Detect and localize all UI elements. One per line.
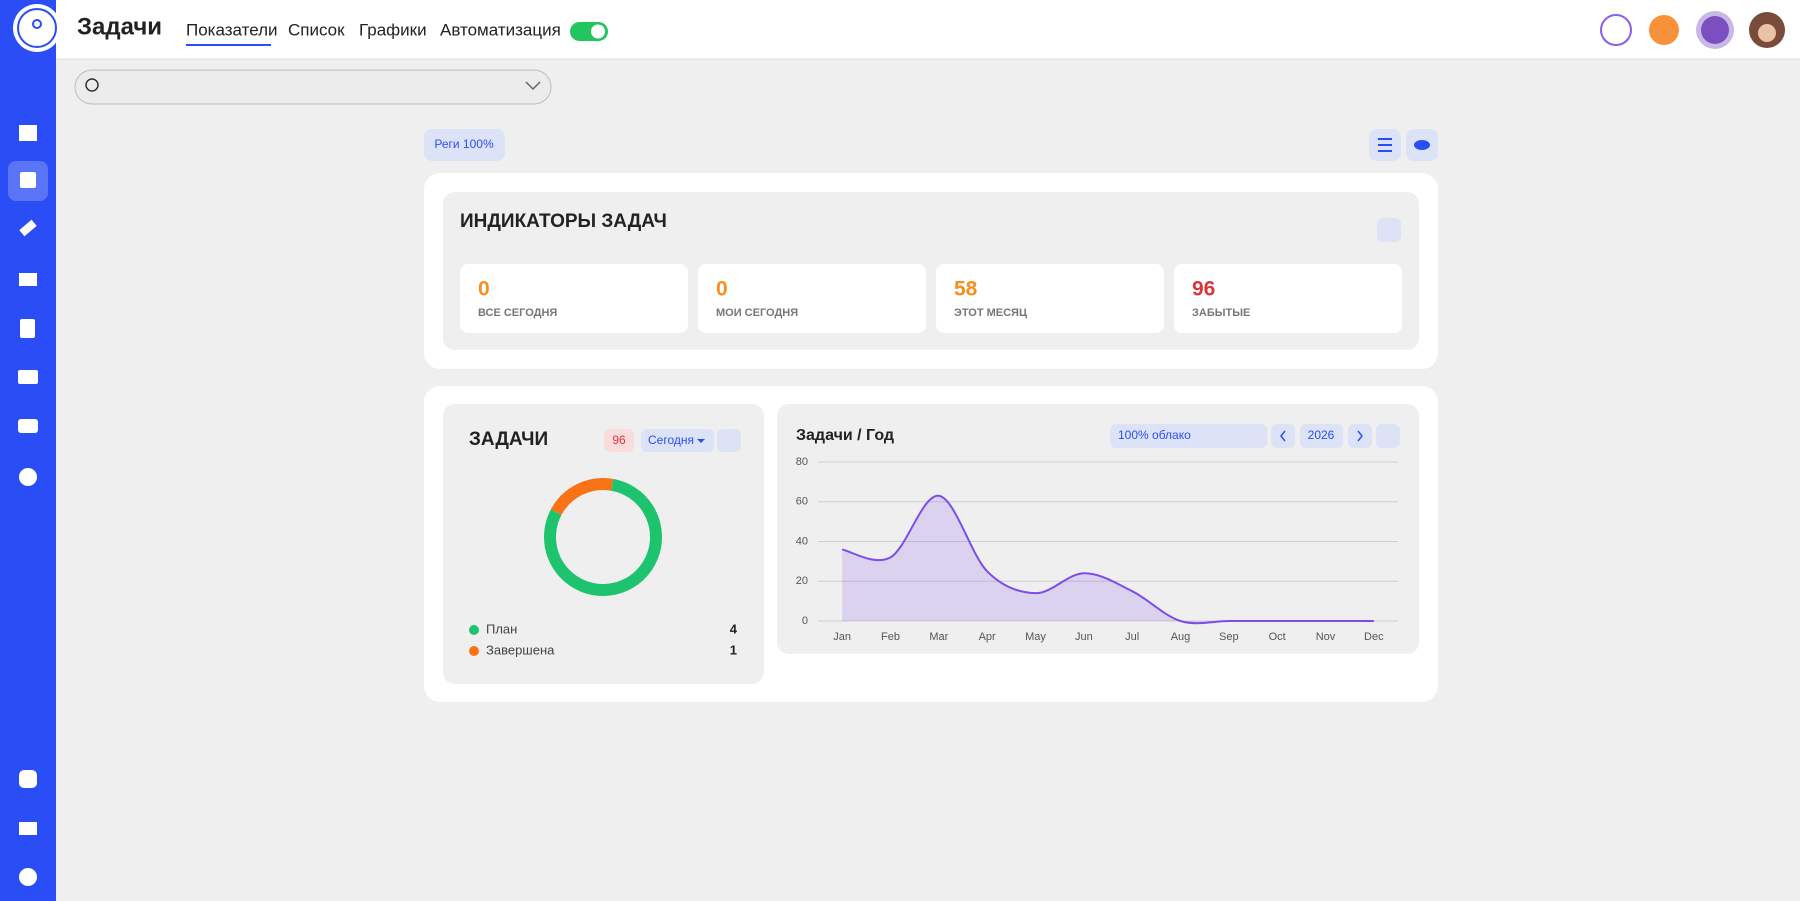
x-tick-label: Sep — [1219, 631, 1239, 643]
legend-dot — [469, 646, 479, 656]
icon-drop[interactable] — [19, 468, 37, 486]
x-tick-label: Jul — [1125, 631, 1139, 643]
badge[interactable] — [424, 129, 505, 161]
indicators-title: ИНДИКАТОРЫ ЗАДАЧ — [460, 211, 667, 232]
tasks-title: ЗАДАЧИ — [469, 429, 548, 450]
ai-button[interactable] — [1600, 14, 1632, 46]
year-chart-title: Задачи / Год — [796, 427, 894, 444]
indicator-card — [460, 264, 688, 333]
year-filter-text: 100% облако — [1118, 428, 1191, 442]
donut-slice — [544, 478, 662, 596]
indicator-value: 96 — [1192, 278, 1215, 301]
legend-label: План — [486, 621, 517, 636]
x-tick-label: Oct — [1269, 631, 1286, 643]
x-tick-label: Dec — [1364, 631, 1384, 643]
x-tick-label: Aug — [1171, 631, 1191, 643]
tasks-filter-caret — [697, 439, 705, 443]
tasks-count-badge — [604, 429, 634, 452]
logo-ring — [17, 8, 57, 48]
icon-mail2[interactable] — [19, 822, 37, 835]
tasks-filter[interactable] — [641, 429, 714, 452]
tab[interactable]: Список — [288, 20, 345, 39]
indicator-label: ВСЕ СЕГОДНЯ — [478, 307, 557, 319]
year-panel — [777, 404, 1419, 654]
y-tick-label: 60 — [796, 496, 808, 508]
x-tick-label: May — [1025, 631, 1046, 643]
icon-settings[interactable] — [19, 868, 37, 886]
year-refresh[interactable] — [1376, 424, 1400, 448]
indicator-cards: 0 ВСЕ СЕГОДНЯ 0 МОИ СЕГОДНЯ 58 ЭТОТ МЕСЯЦ 96 ЗА… — [460, 264, 1402, 333]
tasks-panel — [443, 404, 764, 684]
sidebar — [0, 0, 56, 901]
chat-button[interactable] — [1649, 15, 1679, 45]
y-tick-label: 40 — [796, 535, 808, 547]
x-tick-label: Jun — [1075, 631, 1093, 643]
tasks-count: 96 — [612, 433, 626, 447]
toggle-knob — [591, 24, 605, 39]
x-tick-label: Mar — [929, 631, 948, 643]
year-box — [1300, 424, 1343, 448]
help-button[interactable] — [1701, 16, 1729, 44]
tab[interactable]: Показатели — [186, 20, 278, 39]
icon-hammer[interactable] — [19, 219, 37, 237]
next-icon — [1357, 430, 1363, 442]
y-tick-label: 0 — [802, 615, 808, 627]
indicators-refresh[interactable] — [1377, 218, 1401, 242]
indicator-value: 0 — [716, 278, 728, 301]
line — [841, 494, 1374, 625]
charts: План 4 Завершена 1 0 20 40 60 80 Jan Feb Mar Apr May J… — [469, 456, 1398, 657]
search-dropdown[interactable] — [525, 81, 541, 91]
logo-dot — [32, 19, 42, 29]
indicator-label: ЭТОТ МЕСЯЦ — [954, 307, 1027, 319]
tasks-refresh[interactable] — [717, 429, 741, 452]
x-tick-label: Jan — [833, 631, 851, 643]
top-bar — [0, 0, 1800, 59]
indicator-value: 58 — [954, 278, 978, 301]
tab[interactable]: Автоматизация — [440, 20, 561, 39]
search-box[interactable] — [74, 69, 552, 105]
year-text: 2026 — [1308, 428, 1335, 442]
icon-layers[interactable] — [18, 419, 38, 433]
indicator-card — [936, 264, 1164, 333]
area — [842, 495, 1374, 624]
indicator-label: МОИ СЕГОДНЯ — [716, 307, 798, 319]
tabs: Показатели Список Графики Автоматизация — [186, 20, 561, 39]
legend-label: Завершена — [486, 642, 555, 657]
page-title: Задачи — [77, 13, 162, 40]
legend-dot — [469, 625, 479, 635]
icon-home[interactable] — [19, 125, 37, 141]
icon-mail[interactable] — [19, 273, 37, 286]
year-filter[interactable] — [1110, 424, 1267, 448]
y-tick-label: 20 — [796, 575, 808, 587]
legend-value: 4 — [730, 621, 738, 636]
icon-phone[interactable] — [19, 770, 37, 788]
donut-slice — [550, 478, 614, 516]
x-tick-label: Nov — [1316, 631, 1336, 643]
search-icon — [85, 78, 99, 92]
prev-year[interactable] — [1271, 424, 1295, 448]
y-tick-label: 80 — [796, 456, 808, 468]
badge-text: Реги 100% — [434, 137, 494, 151]
x-tick-label: Apr — [979, 631, 996, 643]
next-year[interactable] — [1348, 424, 1372, 448]
indicator-label: ЗАБЫТЫЕ — [1192, 307, 1250, 319]
icon-tasks[interactable] — [20, 172, 36, 188]
indicator-card — [698, 264, 926, 333]
indicator-card — [1174, 264, 1402, 333]
tab[interactable]: Графики — [359, 20, 427, 39]
list-icon — [1378, 138, 1392, 152]
indicator-value: 0 — [478, 278, 490, 301]
icon-card[interactable] — [18, 370, 38, 384]
prev-icon — [1280, 430, 1286, 442]
tasks-filter-text: Сегодня — [648, 433, 694, 447]
sidebar-icons — [18, 125, 38, 886]
eye-icon — [1414, 140, 1430, 150]
icon-doc[interactable] — [20, 319, 35, 338]
avatar-face — [1758, 24, 1776, 42]
x-tick-label: Feb — [881, 631, 900, 643]
legend-value: 1 — [730, 642, 737, 657]
